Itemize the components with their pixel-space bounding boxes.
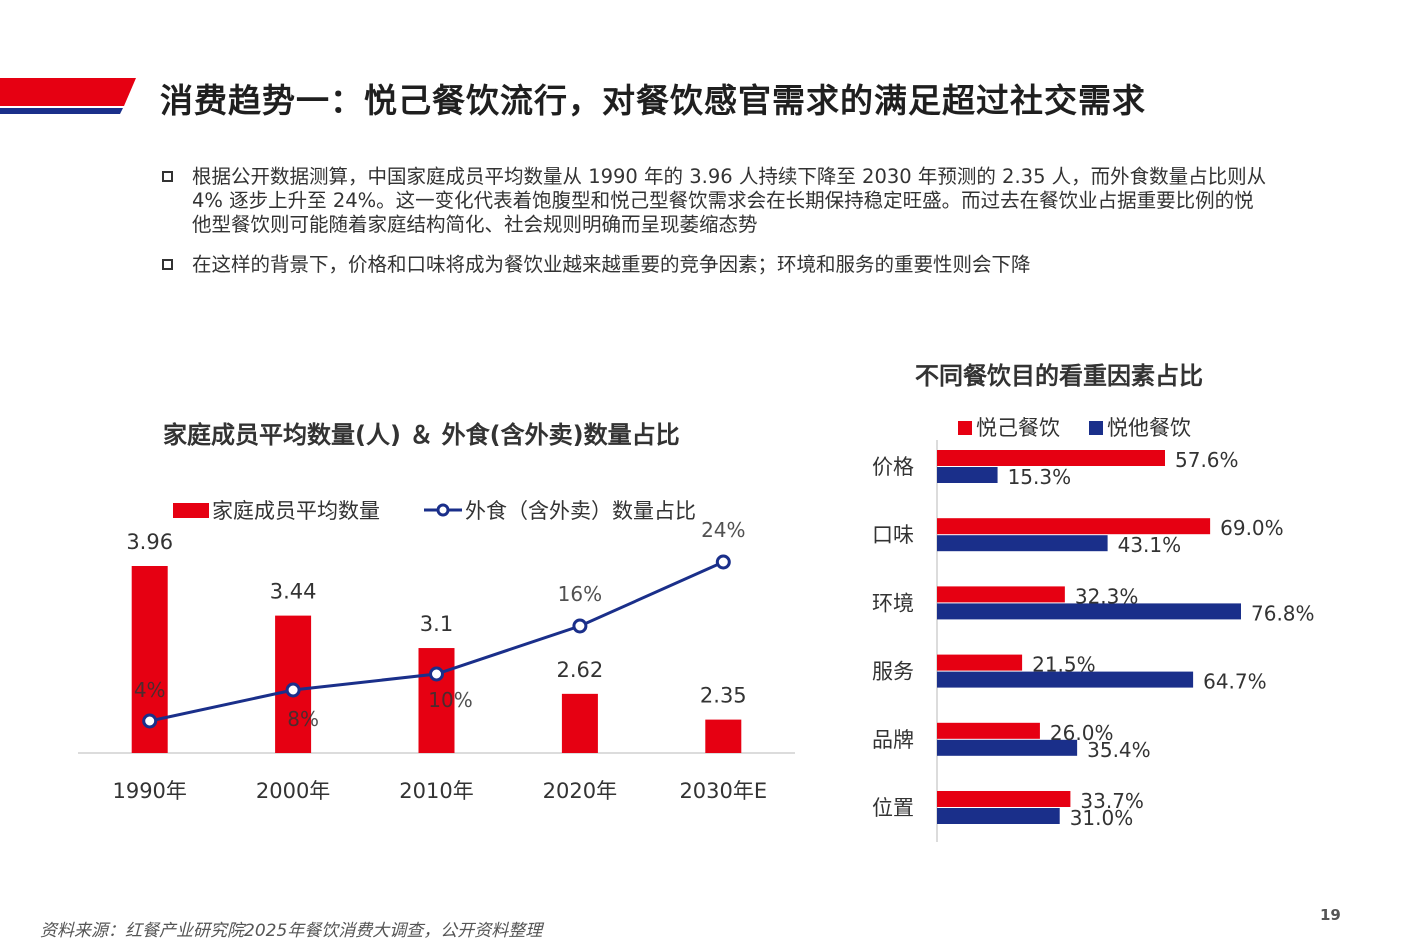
legend-label-self: 悦己餐饮 [976, 416, 1060, 440]
bar-others-dining [937, 535, 1108, 552]
line-point [285, 682, 301, 698]
line-data-label: 16% [558, 582, 602, 606]
bar-household-size [275, 615, 312, 753]
line-point [572, 618, 588, 634]
square-bullet-icon [162, 259, 173, 270]
legend-line-label: 外食（含外卖）数量占比 [465, 499, 696, 523]
bar-data-label: 64.7% [1203, 670, 1267, 694]
legend-swatch-self [958, 421, 972, 435]
line-point [715, 554, 731, 570]
bar-data-label: 2.62 [557, 658, 604, 682]
x-tick-label: 2010年 [399, 779, 473, 803]
y-tick-label: 品牌 [872, 728, 914, 752]
bar-self-dining [937, 791, 1071, 807]
bar-self-dining [937, 654, 1023, 671]
bar-data-label: 76.8% [1251, 601, 1315, 625]
bullet-text: 根据公开数据测算，中国家庭成员平均数量从 1990 年的 3.96 人持续下降至… [192, 165, 1267, 236]
legend-bar-swatch [173, 503, 209, 518]
y-tick-label: 价格 [872, 455, 914, 479]
right-chart-title: 不同餐饮目的看重因素占比 [915, 362, 1203, 390]
slide-title: 消费趋势一：悦己餐饮流行，对餐饮感官需求的满足超过社交需求 [160, 81, 1146, 120]
bar-household-size [705, 719, 742, 753]
bar-data-label: 3.1 [420, 612, 453, 636]
bullet-list: 根据公开数据测算，中国家庭成员平均数量从 1990 年的 3.96 人持续下降至… [160, 165, 1270, 293]
x-tick-label: 2030年E [679, 779, 767, 803]
bar-others-dining [937, 603, 1241, 620]
bar-data-label: 35.4% [1087, 738, 1151, 762]
bar-self-dining [937, 518, 1211, 535]
bar-data-label: 3.96 [126, 530, 173, 554]
line-data-label: 24% [701, 518, 745, 542]
y-tick-label: 口味 [872, 523, 914, 547]
bar-data-label: 31.0% [1070, 806, 1134, 830]
line-outside-dining-share [149, 560, 724, 723]
bar-data-label: 26.0% [1050, 721, 1114, 745]
bar-household-size [131, 566, 168, 753]
line-data-label: 4% [134, 678, 166, 702]
legend-line-marker [436, 503, 450, 517]
left-chart-title: 家庭成员平均数量(人) ＆ 外食(含外卖)数量占比 [163, 421, 680, 449]
bar-household-size [418, 648, 455, 753]
bar-data-label: 2.35 [700, 684, 747, 708]
bullet-text: 在这样的背景下，价格和口味将成为餐饮业越来越重要的竞争因素；环境和服务的重要性则… [192, 253, 1031, 276]
x-tick-label: 1990年 [112, 779, 186, 803]
legend-label-others: 悦他餐饮 [1107, 416, 1191, 440]
header-accent-band [0, 78, 136, 114]
bullet-item: 在这样的背景下，价格和口味将成为餐饮业越来越重要的竞争因素；环境和服务的重要性则… [160, 253, 1270, 277]
legend-bar-label: 家庭成员平均数量 [212, 499, 380, 523]
bar-self-dining [937, 586, 1065, 603]
y-tick-label: 位置 [872, 796, 914, 820]
x-tick-label: 2000年 [256, 779, 330, 803]
square-bullet-icon [162, 171, 173, 182]
x-tick-label: 2020年 [543, 779, 617, 803]
line-data-label: 8% [287, 707, 319, 731]
y-tick-label: 服务 [872, 660, 914, 684]
page-number: 19 [1320, 906, 1341, 924]
bar-data-label: 57.6% [1175, 448, 1239, 472]
source-note: 资料来源：红餐产业研究院2025年餐饮消费大调查，公开资料整理 [40, 921, 543, 941]
bar-others-dining [937, 467, 998, 483]
bar-data-label: 32.3% [1075, 584, 1139, 608]
line-point [429, 666, 444, 682]
bar-others-dining [937, 739, 1078, 756]
bar-data-label: 21.5% [1032, 653, 1096, 677]
bar-data-label: 15.3% [1008, 465, 1072, 489]
bar-others-dining [937, 671, 1194, 688]
bar-data-label: 69.0% [1220, 516, 1284, 540]
legend-swatch-others [1089, 421, 1103, 435]
bar-self-dining [937, 450, 1165, 466]
bar-data-label: 3.44 [270, 580, 317, 604]
bar-others-dining [937, 808, 1060, 824]
bullet-item: 根据公开数据测算，中国家庭成员平均数量从 1990 年的 3.96 人持续下降至… [160, 165, 1270, 237]
line-data-label: 10% [428, 688, 472, 712]
y-tick-label: 环境 [872, 591, 914, 615]
bar-household-size [561, 693, 598, 753]
bar-data-label: 33.7% [1080, 789, 1144, 813]
bar-data-label: 43.1% [1118, 533, 1182, 557]
line-point [142, 713, 158, 729]
bar-self-dining [937, 722, 1040, 739]
